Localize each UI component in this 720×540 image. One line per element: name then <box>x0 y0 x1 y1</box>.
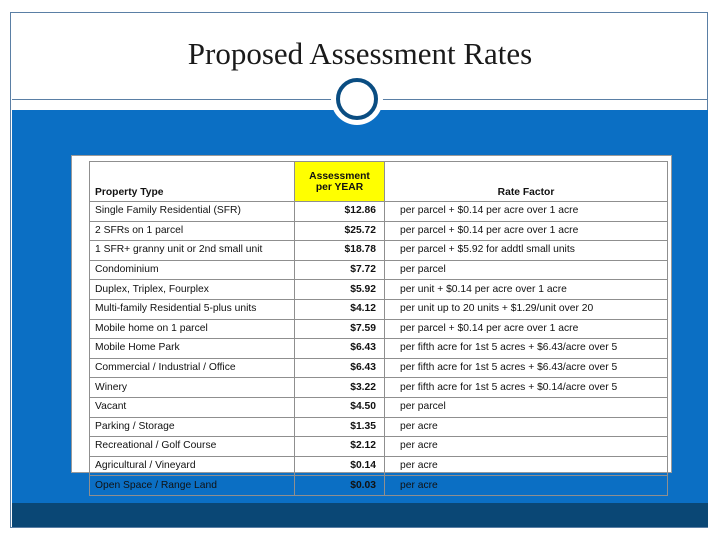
assessment-cell: $2.12 <box>294 436 385 457</box>
rate-factor-cell: per acre <box>384 416 668 438</box>
header-property-type: Property Type <box>89 161 295 202</box>
assessment-cell: $1.35 <box>294 416 385 438</box>
table-row: Mobile Home Park $6.43 per fifth acre for … <box>89 338 668 359</box>
rate-factor-cell: per acre <box>384 475 668 496</box>
property-type-cell: Vacant <box>89 396 295 418</box>
assessment-cell: $7.72 <box>294 259 385 281</box>
rate-factor-cell: per acre <box>384 436 668 457</box>
table-row: Mobile home on 1 parcel $7.59 per parcel +… <box>89 318 668 340</box>
property-type-cell: 1 SFR+ granny unit or 2nd small unit <box>89 240 295 261</box>
assessment-cell: $25.72 <box>294 220 385 242</box>
rates-table: Property Type Assessment per YEAR Rate F… <box>89 161 668 496</box>
property-type-cell: Mobile home on 1 parcel <box>89 318 295 340</box>
property-type-cell: Agricultural / Vineyard <box>89 455 295 477</box>
rate-factor-cell: per acre <box>384 455 668 477</box>
assessment-cell: $0.03 <box>294 475 385 496</box>
table-body: Single Family Residential (SFR) $12.86 per… <box>89 201 668 496</box>
table-row: Duplex, Triplex, Fourplex $5.92 per unit +… <box>89 279 668 300</box>
table-row: 2 SFRs on 1 parcel $25.72 per parcel + $0.… <box>89 220 668 242</box>
assessment-cell: $5.92 <box>294 279 385 300</box>
table-row: Commercial / Industrial / Office $6.43 per… <box>89 357 668 379</box>
rate-factor-cell: per parcel + $0.14 per acre over 1 acre <box>384 220 668 242</box>
property-type-cell: Multi-family Residential 5-plus units <box>89 298 295 320</box>
rate-factor-cell: per parcel <box>384 259 668 281</box>
table-row: Single Family Residential (SFR) $12.86 per… <box>89 201 668 222</box>
header-assessment-line1: Assessment <box>309 170 370 182</box>
slide-title: Proposed Assessment Rates <box>187 36 533 71</box>
table-row: Multi-family Residential 5-plus units $4.… <box>89 298 668 320</box>
table-row: Open Space / Range Land $0.03 per acre <box>89 475 668 496</box>
rate-factor-cell: per parcel + $5.92 for addtl small units <box>384 240 668 261</box>
assessment-cell: $6.43 <box>294 357 385 379</box>
property-type-cell: Single Family Residential (SFR) <box>89 201 295 222</box>
property-type-cell: 2 SFRs on 1 parcel <box>89 220 295 242</box>
table-row: Vacant $4.50 per parcel <box>89 396 668 418</box>
property-type-cell: Mobile Home Park <box>89 338 295 359</box>
assessment-cell: $12.86 <box>294 201 385 222</box>
rate-factor-cell: per unit up to 20 units + $1.29/unit ove… <box>384 298 668 320</box>
header-rate-factor: Rate Factor <box>384 161 668 202</box>
property-type-cell: Open Space / Range Land <box>89 475 295 496</box>
rate-factor-cell: per fifth acre for 1st 5 acres + $6.43/a… <box>384 357 668 379</box>
rate-factor-cell: per fifth acre for 1st 5 acres + $6.43/a… <box>384 338 668 359</box>
assessment-cell: $18.78 <box>294 240 385 261</box>
rate-factor-cell: per parcel + $0.14 per acre over 1 acre <box>384 318 668 340</box>
table-row: Condominium $7.72 per parcel <box>89 259 668 281</box>
assessment-cell: $3.22 <box>294 377 385 398</box>
footer-band <box>12 503 708 527</box>
header-assessment-line2: per YEAR <box>315 181 364 193</box>
circle-ornament-icon <box>336 78 378 120</box>
rate-factor-cell: per parcel <box>384 396 668 418</box>
header-assessment: Assessment per YEAR <box>294 161 385 202</box>
property-type-cell: Commercial / Industrial / Office <box>89 357 295 379</box>
rate-factor-cell: per parcel + $0.14 per acre over 1 acre <box>384 201 668 222</box>
assessment-cell: $0.14 <box>294 455 385 477</box>
table-row: Recreational / Golf Course $2.12 per acre <box>89 436 668 457</box>
assessment-cell: $4.50 <box>294 396 385 418</box>
table-header-row: Property Type Assessment per YEAR Rate F… <box>89 161 668 202</box>
property-type-cell: Recreational / Golf Course <box>89 436 295 457</box>
property-type-cell: Parking / Storage <box>89 416 295 438</box>
table-row: 1 SFR+ granny unit or 2nd small unit $18.… <box>89 240 668 261</box>
assessment-cell: $4.12 <box>294 298 385 320</box>
assessment-cell: $7.59 <box>294 318 385 340</box>
property-type-cell: Winery <box>89 377 295 398</box>
table-row: Winery $3.22 per fifth acre for 1st 5 acre… <box>89 377 668 398</box>
rates-table-image: Property Type Assessment per YEAR Rate F… <box>71 155 672 496</box>
rate-factor-cell: per unit + $0.14 per acre over 1 acre <box>384 279 668 300</box>
table-row: Agricultural / Vineyard $0.14 per acre <box>89 455 668 477</box>
table-row: Parking / Storage $1.35 per acre <box>89 416 668 438</box>
property-type-cell: Condominium <box>89 259 295 281</box>
property-type-cell: Duplex, Triplex, Fourplex <box>89 279 295 300</box>
rate-factor-cell: per fifth acre for 1st 5 acres + $0.14/a… <box>384 377 668 398</box>
assessment-cell: $6.43 <box>294 338 385 359</box>
